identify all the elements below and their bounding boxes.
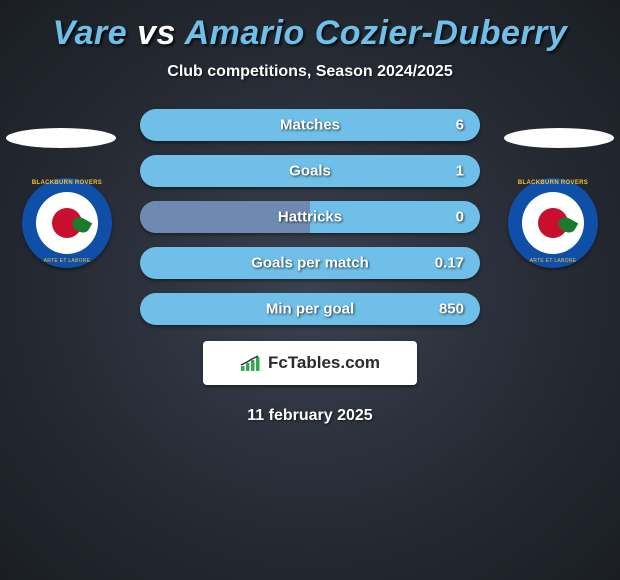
player1-photo-placeholder bbox=[6, 128, 116, 148]
stat-value-right: 0 bbox=[456, 209, 464, 226]
date-text: 11 february 2025 bbox=[0, 407, 620, 425]
stat-label: Matches bbox=[280, 117, 340, 134]
stat-row: Goals 1 bbox=[140, 155, 480, 187]
stat-value-right: 850 bbox=[439, 301, 464, 318]
stat-row: Min per goal 850 bbox=[140, 293, 480, 325]
brand-chart-icon bbox=[240, 354, 262, 372]
brand-badge[interactable]: FcTables.com bbox=[203, 341, 417, 385]
crest-outer-ring: BLACKBURN ROVERS ARTE ET LABORE bbox=[22, 178, 112, 268]
stat-value-right: 0.17 bbox=[435, 255, 464, 272]
club-crest-right: BLACKBURN ROVERS ARTE ET LABORE bbox=[508, 178, 598, 268]
crest-inner-circle bbox=[522, 192, 584, 254]
stat-label: Min per goal bbox=[266, 301, 354, 318]
crest-leaf-icon bbox=[556, 214, 579, 235]
stat-label: Hattricks bbox=[278, 209, 342, 226]
stat-label: Goals bbox=[289, 163, 331, 180]
stat-row: Goals per match 0.17 bbox=[140, 247, 480, 279]
crest-leaf-icon bbox=[70, 214, 93, 235]
crest-top-text: BLACKBURN ROVERS bbox=[508, 180, 598, 186]
crest-rose-icon bbox=[52, 208, 82, 238]
stat-row: Hattricks 0 bbox=[140, 201, 480, 233]
stat-value-right: 1 bbox=[456, 163, 464, 180]
brand-text: FcTables.com bbox=[268, 353, 380, 373]
subtitle: Club competitions, Season 2024/2025 bbox=[0, 63, 620, 81]
player2-photo-placeholder bbox=[504, 128, 614, 148]
page-root: Vare vs Amario Cozier-Duberry Club compe… bbox=[0, 0, 620, 580]
title-vs: vs bbox=[137, 14, 176, 52]
stat-label: Goals per match bbox=[251, 255, 369, 272]
crest-bottom-text: ARTE ET LABORE bbox=[508, 258, 598, 264]
title-player1: Vare bbox=[53, 14, 127, 52]
title-player2: Amario Cozier-Duberry bbox=[185, 14, 568, 52]
crest-rose-icon bbox=[538, 208, 568, 238]
page-title: Vare vs Amario Cozier-Duberry bbox=[0, 0, 620, 53]
crest-top-text: BLACKBURN ROVERS bbox=[22, 180, 112, 186]
stat-row: Matches 6 bbox=[140, 109, 480, 141]
crest-bottom-text: ARTE ET LABORE bbox=[22, 258, 112, 264]
club-crest-left: BLACKBURN ROVERS ARTE ET LABORE bbox=[22, 178, 112, 268]
crest-inner-circle bbox=[36, 192, 98, 254]
stats-bars: Matches 6 Goals 1 Hattricks 0 Goals per match 0… bbox=[140, 109, 480, 325]
stat-value-right: 6 bbox=[456, 117, 464, 134]
crest-outer-ring: BLACKBURN ROVERS ARTE ET LABORE bbox=[508, 178, 598, 268]
